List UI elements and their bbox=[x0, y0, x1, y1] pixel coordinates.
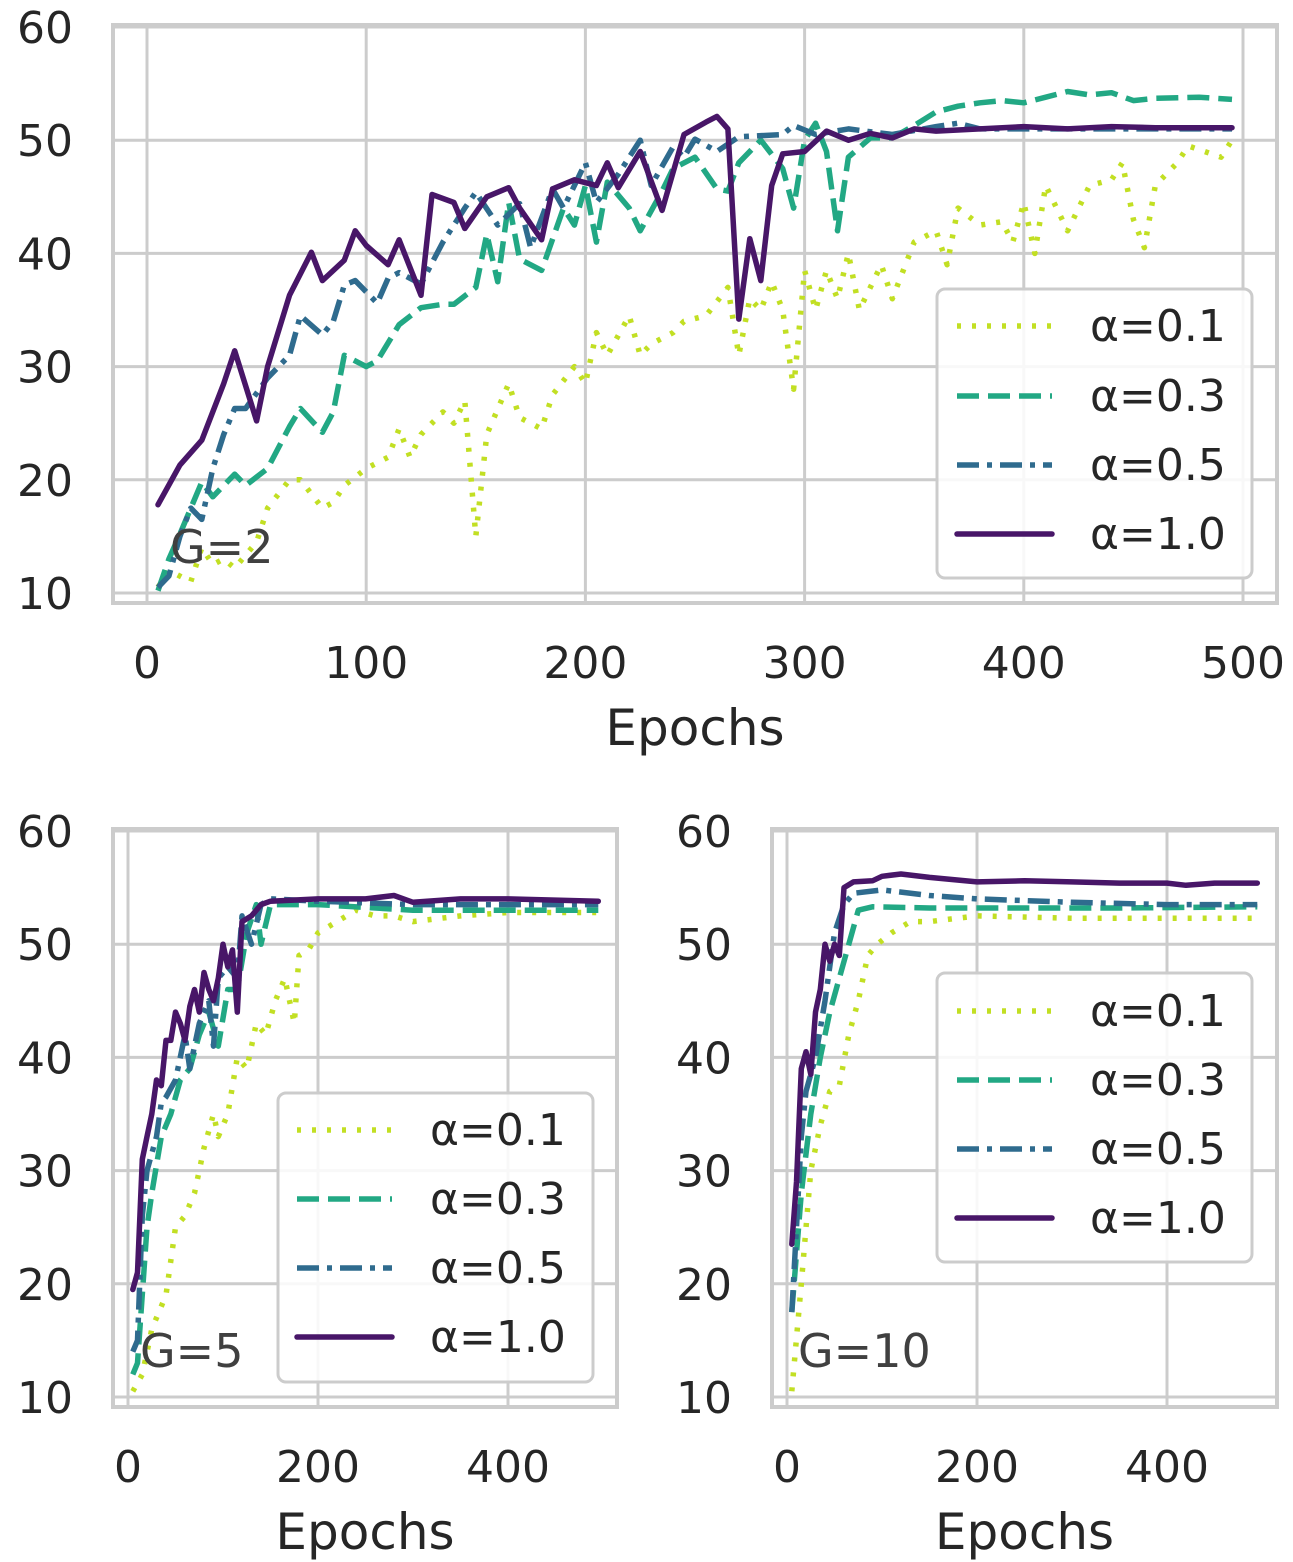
legend-label: α=0.3 bbox=[1090, 371, 1226, 422]
series-line-01 bbox=[130, 907, 599, 1393]
series-line-01 bbox=[789, 913, 1258, 1392]
x-tick-label: 200 bbox=[276, 1442, 360, 1493]
x-tick-label: 200 bbox=[935, 1442, 1019, 1493]
x-axis-label: Epochs bbox=[935, 1503, 1114, 1561]
group-annotation: G=2 bbox=[170, 520, 273, 574]
x-tick-label: 300 bbox=[763, 638, 847, 689]
y-tick-label: 50 bbox=[17, 116, 73, 167]
y-tick-label: 60 bbox=[17, 807, 73, 858]
series-line-10 bbox=[130, 892, 602, 1293]
legend-box bbox=[276, 1091, 595, 1384]
legend: α=0.1 α=0.3 α=0.5 α=1.0 bbox=[935, 287, 1254, 580]
series-line-01 bbox=[155, 138, 1235, 589]
y-tick-label: 10 bbox=[17, 569, 73, 620]
plot-frame bbox=[111, 23, 1279, 605]
x-tick-label: 400 bbox=[466, 1442, 550, 1493]
plot-frame bbox=[111, 827, 619, 1409]
x-tick-label: 0 bbox=[114, 1442, 142, 1493]
y-tick-label: 30 bbox=[17, 1147, 73, 1198]
y-tick-label: 20 bbox=[676, 1260, 732, 1311]
legend: α=0.1 α=0.3 α=0.5 α=1.0 bbox=[276, 1091, 595, 1384]
x-tick-label: 0 bbox=[133, 638, 161, 689]
chart-panel-3: 0 200 400102030405060G=10α=0.1α=0.3α=0.5α=… bbox=[676, 807, 1279, 1561]
legend-label: α=0.1 bbox=[430, 1105, 566, 1156]
x-tick-label: 500 bbox=[1201, 638, 1285, 689]
x-tick-label: 200 bbox=[543, 638, 627, 689]
legend-box bbox=[935, 971, 1254, 1264]
y-tick-label: 10 bbox=[676, 1373, 732, 1424]
y-tick-label: 60 bbox=[17, 3, 73, 54]
group-annotation: G=5 bbox=[140, 1324, 243, 1378]
series-line-03 bbox=[130, 901, 599, 1376]
y-tick-label: 60 bbox=[676, 807, 732, 858]
y-tick-label: 10 bbox=[17, 1373, 73, 1424]
x-axis-label: Epochs bbox=[605, 699, 784, 757]
y-tick-label: 50 bbox=[676, 920, 732, 971]
y-tick-label: 40 bbox=[17, 1033, 73, 1084]
plot-frame bbox=[770, 827, 1279, 1409]
legend-label: α=1.0 bbox=[430, 1312, 566, 1363]
chart-panel-2: 0 200 400 10 20 30 40 50 60 G=5 α=0.1 α=0.3 α=0.5 α=1… bbox=[17, 807, 619, 1561]
series-line-10 bbox=[789, 871, 1261, 1247]
legend: α=0.1 α=0.3 α=0.5 α=1.0 bbox=[935, 971, 1254, 1264]
y-tick-label: 20 bbox=[17, 456, 73, 507]
series-line-03 bbox=[155, 88, 1233, 592]
legend-label: α=0.3 bbox=[1090, 1055, 1226, 1106]
y-tick-label: 30 bbox=[676, 1147, 732, 1198]
legend-box bbox=[935, 287, 1254, 580]
legend-label: α=0.5 bbox=[1090, 440, 1226, 491]
legend-label: α=0.3 bbox=[430, 1174, 566, 1225]
x-tick-label: 100 bbox=[324, 638, 408, 689]
x-axis-label: Epochs bbox=[275, 1503, 454, 1561]
series-line-10 bbox=[155, 113, 1235, 508]
legend-label: α=1.0 bbox=[1090, 1193, 1226, 1244]
x-tick-label: 400 bbox=[982, 638, 1066, 689]
y-tick-label: 30 bbox=[17, 343, 73, 394]
legend-label: α=0.1 bbox=[1090, 986, 1226, 1037]
y-tick-label: 50 bbox=[17, 920, 73, 971]
legend-label: α=0.5 bbox=[1090, 1124, 1226, 1175]
chart-panel-1: 0 100 200 300 400 500102030405060G=2α=0.1α=0.… bbox=[17, 3, 1285, 757]
legend-label: α=0.1 bbox=[1090, 301, 1226, 352]
series-line-03 bbox=[789, 904, 1258, 1313]
legend-label: α=0.5 bbox=[430, 1243, 566, 1294]
group-annotation: G=10 bbox=[798, 1324, 931, 1378]
x-tick-label: 400 bbox=[1125, 1442, 1209, 1493]
series-line-05 bbox=[789, 887, 1258, 1313]
x-tick-label: 0 bbox=[773, 1442, 801, 1493]
y-tick-label: 40 bbox=[676, 1033, 732, 1084]
y-tick-label: 20 bbox=[17, 1260, 73, 1311]
y-tick-label: 40 bbox=[17, 229, 73, 280]
legend-label: α=1.0 bbox=[1090, 509, 1226, 560]
